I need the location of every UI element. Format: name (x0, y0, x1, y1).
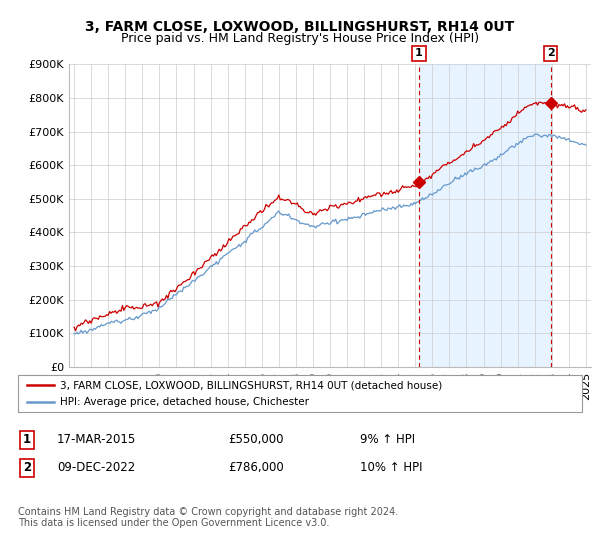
Text: 1: 1 (415, 48, 423, 58)
Bar (419, 64, 551, 367)
Text: 3, FARM CLOSE, LOXWOOD, BILLINGSHURST, RH14 0UT: 3, FARM CLOSE, LOXWOOD, BILLINGSHURST, R… (85, 20, 515, 34)
Text: £550,000: £550,000 (228, 433, 284, 446)
Text: 9% ↑ HPI: 9% ↑ HPI (360, 433, 415, 446)
Text: 10% ↑ HPI: 10% ↑ HPI (360, 461, 422, 474)
Text: Price paid vs. HM Land Registry's House Price Index (HPI): Price paid vs. HM Land Registry's House … (121, 32, 479, 45)
Text: HPI: Average price, detached house, Chichester: HPI: Average price, detached house, Chic… (60, 397, 309, 407)
Text: 2: 2 (23, 461, 31, 474)
Text: 2: 2 (547, 48, 554, 58)
Text: 1: 1 (23, 433, 31, 446)
Text: 17-MAR-2015: 17-MAR-2015 (57, 433, 136, 446)
Text: 09-DEC-2022: 09-DEC-2022 (57, 461, 135, 474)
Text: Contains HM Land Registry data © Crown copyright and database right 2024.
This d: Contains HM Land Registry data © Crown c… (18, 507, 398, 529)
Text: £786,000: £786,000 (228, 461, 284, 474)
Text: 3, FARM CLOSE, LOXWOOD, BILLINGSHURST, RH14 0UT (detached house): 3, FARM CLOSE, LOXWOOD, BILLINGSHURST, R… (60, 380, 442, 390)
